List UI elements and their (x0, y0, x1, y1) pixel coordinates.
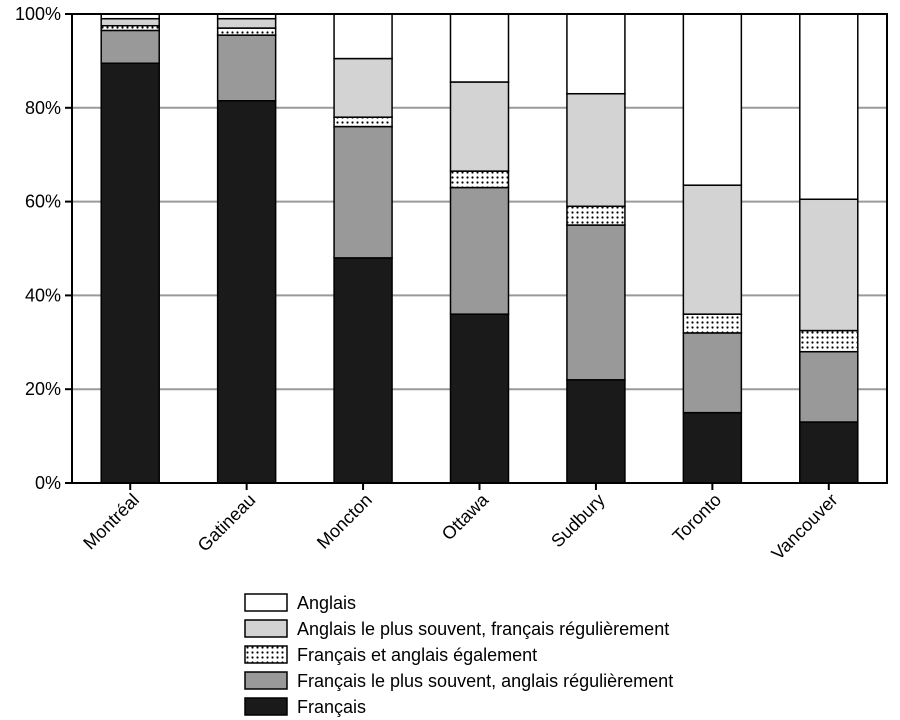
x-tick-label: Gatineau (194, 490, 260, 556)
bar-segment (100, 17, 160, 27)
legend-swatch (244, 619, 288, 638)
bar-segment (682, 411, 743, 484)
y-tick-label: 40% (25, 285, 61, 305)
bar-segment (333, 257, 393, 484)
bar-segment (333, 125, 393, 259)
legend-swatch (244, 671, 288, 690)
x-tick-label: Montréal (79, 490, 143, 554)
bar-segment (682, 13, 743, 186)
legend-label: Anglais (297, 593, 356, 613)
bar-segment (799, 198, 859, 332)
bar-segment (100, 62, 160, 484)
bar-segment (682, 332, 743, 414)
bar-segment (799, 329, 859, 353)
bar-segment (216, 27, 277, 36)
bar-segment (216, 17, 277, 29)
legend-label: Français et anglais également (297, 645, 537, 665)
bar-segment (566, 379, 626, 484)
bar-segment (799, 13, 859, 201)
bar-segment (449, 13, 510, 83)
x-tick-label: Ottawa (438, 489, 493, 544)
bar-segment (449, 313, 510, 484)
y-axis: 0% 20% 40% 60% 80% 100% (15, 4, 72, 493)
y-tick-label: 60% (25, 192, 61, 212)
bar-segment (100, 29, 160, 64)
bar-segment (799, 350, 859, 423)
bar-segment (216, 34, 277, 102)
y-tick-label: 100% (15, 4, 61, 24)
x-tick-label: Toronto (669, 490, 726, 547)
x-tick-label: Vancouver (768, 490, 842, 564)
bar-segment (566, 224, 626, 381)
bar-segment (449, 186, 510, 315)
bar-segment (333, 116, 393, 128)
bar-segment (566, 205, 626, 226)
legend-swatch (244, 645, 288, 664)
bar-segment (566, 92, 626, 208)
legend-label: Français (297, 697, 366, 717)
bars (100, 13, 859, 484)
y-tick-label: 0% (35, 473, 61, 493)
bar-segment (333, 57, 393, 118)
legend-label: Français le plus souvent, anglais réguli… (297, 671, 673, 691)
bar-segment (216, 100, 277, 484)
bar-segment (333, 13, 393, 60)
x-tick-label: Sudbury (547, 490, 609, 552)
legend-swatch (244, 593, 288, 612)
bar-segment (799, 421, 859, 484)
bar-segment (682, 184, 743, 315)
bar-segment (449, 170, 510, 189)
y-tick-label: 80% (25, 98, 61, 118)
y-tick-label: 20% (25, 379, 61, 399)
bar-segment (682, 313, 743, 334)
legend-swatch (244, 697, 288, 716)
bar-segment (566, 13, 626, 95)
x-axis: Montréal Gatineau Moncton Ottawa Sudbury Toro… (79, 483, 842, 564)
bar-segment (449, 81, 510, 172)
x-tick-label: Moncton (313, 490, 376, 553)
legend: Anglais Anglais le plus souvent, français… (244, 593, 673, 717)
legend-label: Anglais le plus souvent, français réguli… (297, 619, 669, 639)
